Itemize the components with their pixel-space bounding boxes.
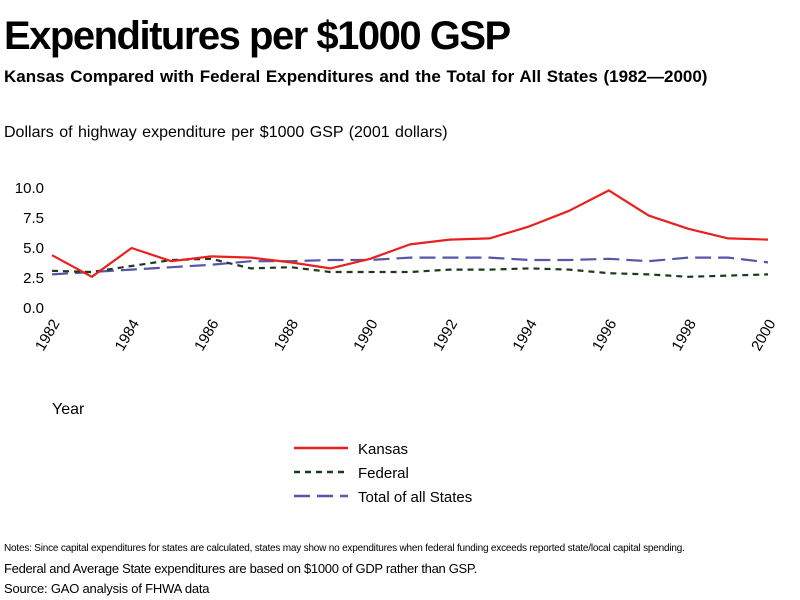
x-tick-label: 1986 <box>191 317 222 354</box>
series-lines <box>51 189 769 278</box>
chart-note-gdp: Federal and Average State expenditures a… <box>4 561 477 576</box>
chart-source: Source: GAO analysis of FHWA data <box>4 581 210 596</box>
x-tick-label: 1996 <box>589 317 620 354</box>
x-tick-label: 1994 <box>509 317 540 354</box>
legend: Kansas Federal Total of all States <box>294 441 472 506</box>
legend-label: Total of all States <box>358 489 472 506</box>
x-tick-label: 1990 <box>350 317 381 354</box>
x-tick-label: 1988 <box>271 317 302 354</box>
x-axis-label: Year <box>52 401 85 418</box>
y-tick-label: 10.0 <box>15 180 44 197</box>
series-line-federal <box>51 257 769 278</box>
y-tick-label: 2.5 <box>23 270 44 287</box>
series-line-total-of-all-states <box>51 256 769 276</box>
chart-subtitle: Kansas Compared with Federal Expenditure… <box>4 67 708 86</box>
chart-notes: Notes: Since capital expenditures for st… <box>4 543 685 554</box>
x-tick-label: 1982 <box>32 317 63 354</box>
x-tick-label: 1998 <box>668 317 699 354</box>
x-tick-labels: 1982 1984 1986 1988 1990 1992 1994 1996 1998 2000 <box>32 317 779 354</box>
chart-title: Expenditures per $1000 GSP <box>4 14 511 58</box>
y-tick-label: 0.0 <box>23 300 44 317</box>
y-axis-label: Dollars of highway expenditure per $1000… <box>4 124 448 141</box>
line-chart: 10.0 7.5 5.0 2.5 0.0 1982 1984 1986 1988 1990 199… <box>15 180 780 506</box>
series-line-kansas <box>51 189 769 278</box>
x-tick-label: 1984 <box>112 317 143 354</box>
y-tick-label: 7.5 <box>23 210 44 227</box>
x-tick-label: 1992 <box>430 317 461 354</box>
y-tick-labels: 10.0 7.5 5.0 2.5 0.0 <box>15 180 44 317</box>
legend-label: Federal <box>358 465 409 482</box>
legend-label: Kansas <box>358 441 408 458</box>
y-tick-label: 5.0 <box>23 240 44 257</box>
x-tick-label: 2000 <box>748 317 779 354</box>
